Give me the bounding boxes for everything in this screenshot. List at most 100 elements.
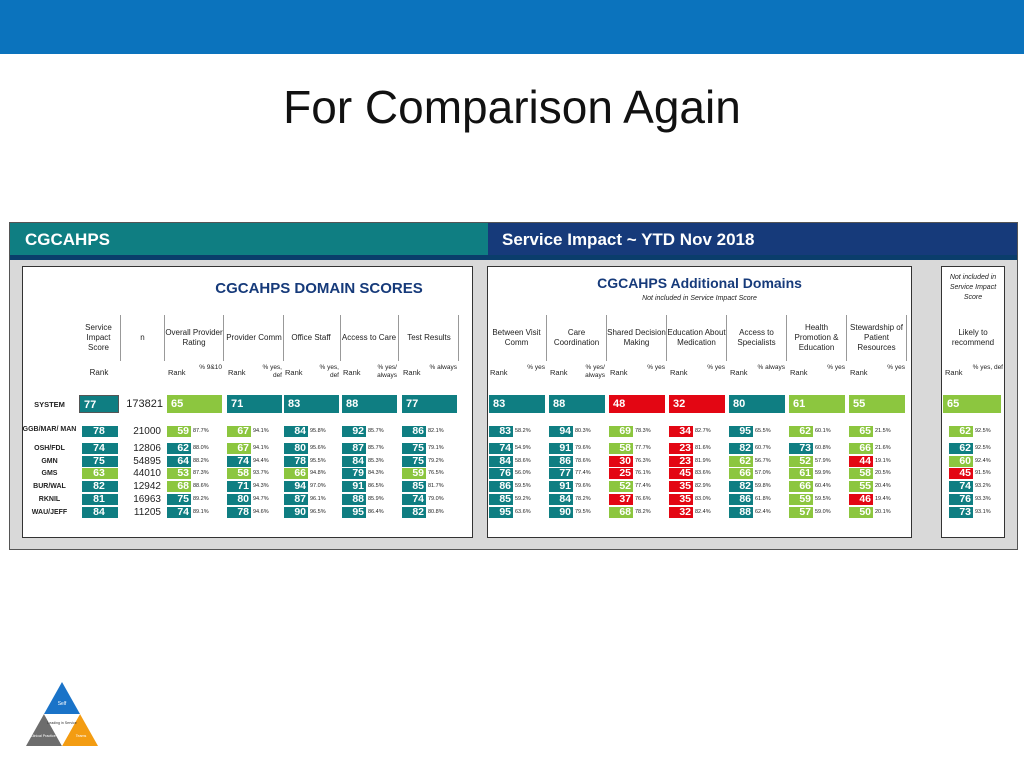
- additional-domains-title: CGCAHPS Additional Domains: [597, 275, 802, 291]
- domain-pct: 96.5%: [310, 508, 326, 515]
- row-n: 44010: [133, 468, 161, 480]
- col-header-additional: Education About Medication: [667, 315, 727, 361]
- additional-rank: 37: [609, 494, 633, 505]
- additional-rank: 44: [849, 455, 873, 467]
- row-n: 16963: [133, 494, 161, 505]
- additional-pct: 79.6%: [575, 444, 591, 451]
- additional-pct: 79.5%: [575, 508, 591, 515]
- logo-teams-text: Teams: [76, 734, 87, 738]
- additional-pct: 56.0%: [515, 470, 531, 477]
- additional-rank: 50: [849, 506, 873, 518]
- domain-pct: 94.8%: [310, 470, 326, 477]
- domain-pct: 76.5%: [428, 470, 444, 477]
- row-n: 12942: [133, 481, 161, 493]
- col-subheader-pct: % yes: [647, 364, 665, 371]
- col-subheader-pct: % yes, def: [972, 364, 1003, 371]
- system-domain-rank: 77: [402, 395, 457, 413]
- system-domain-rank: 71: [227, 395, 282, 413]
- domain-pct: 88.2%: [193, 457, 209, 464]
- additional-pct: 20.1%: [875, 508, 891, 515]
- row-label: GMN: [41, 457, 58, 465]
- system-n: 173821: [126, 398, 163, 410]
- domain-rank: 80: [284, 442, 308, 454]
- domain-rank: 53: [167, 468, 191, 480]
- domain-pct: 79.2%: [428, 457, 444, 464]
- system-domain-rank: 65: [167, 395, 222, 413]
- domain-rank: 59: [167, 426, 191, 437]
- domain-pct: 85.7%: [368, 444, 384, 451]
- header-band: [10, 255, 1017, 260]
- row-label-system: SYSTEM: [34, 400, 65, 409]
- additional-rank: 94: [549, 426, 573, 437]
- domain-rank: 75: [167, 494, 191, 505]
- domain-pct: 79.0%: [428, 496, 444, 502]
- additional-rank: 83: [489, 426, 513, 437]
- col-header-n: n: [121, 315, 165, 361]
- additional-pct: 59.5%: [515, 483, 531, 490]
- likely-rank: 74: [949, 481, 973, 493]
- col-header-additional: Between Visit Comm: [487, 315, 547, 361]
- slide-title: For Comparison Again: [283, 81, 741, 133]
- row-sis: 75: [82, 455, 118, 467]
- domain-pct: 95.8%: [310, 428, 326, 434]
- additional-rank: 61: [789, 468, 813, 480]
- likely-pct: 93.1%: [975, 508, 991, 515]
- additional-rank: 68: [609, 506, 633, 518]
- col-subheader-rank: Rank: [550, 368, 568, 377]
- additional-rank: 62: [789, 426, 813, 437]
- additional-pct: 83.0%: [695, 496, 711, 502]
- domain-rank: 84: [284, 426, 308, 437]
- domain-pct: 87.7%: [193, 428, 209, 434]
- cgcahps-header: CGCAHPS: [10, 223, 488, 255]
- additional-pct: 83.6%: [695, 470, 711, 477]
- row-sis: 84: [82, 506, 118, 518]
- domain-pct: 94.4%: [253, 457, 269, 464]
- col-header-domain: Access to Care: [340, 315, 399, 361]
- additional-pct: 60.1%: [815, 428, 831, 434]
- additional-pct: 20.4%: [875, 483, 891, 490]
- additional-rank: 45: [669, 468, 693, 480]
- domain-pct: 94.7%: [253, 496, 269, 502]
- domain-rank: 88: [342, 494, 366, 505]
- system-additional-rank: 55: [849, 395, 905, 413]
- likely-pct: 91.5%: [975, 470, 991, 477]
- scorecard-panel: CGCAHPS Service Impact ~ YTD Nov 2018 CG…: [9, 222, 1018, 550]
- row-sis: 78: [82, 426, 118, 437]
- domain-rank: 58: [227, 468, 251, 480]
- additional-rank: 35: [669, 494, 693, 505]
- col-header-domain: Overall Provider Rating: [165, 315, 224, 361]
- additional-pct: 60.4%: [815, 483, 831, 490]
- additional-pct: 57.0%: [755, 470, 771, 477]
- domain-pct: 84.3%: [368, 470, 384, 477]
- domain-pct: 86.4%: [368, 508, 384, 515]
- additional-pct: 78.3%: [635, 428, 651, 434]
- additional-pct: 63.6%: [515, 508, 531, 515]
- system-domain-rank: 88: [342, 395, 397, 413]
- domain-pct: 79.1%: [428, 444, 444, 451]
- col-subheader-rank: Rank: [403, 368, 421, 377]
- domain-pct: 87.3%: [193, 470, 209, 477]
- domain-rank: 84: [342, 455, 366, 467]
- system-additional-rank: 48: [609, 395, 665, 413]
- additional-rank: 52: [789, 455, 813, 467]
- row-sis: 82: [82, 481, 118, 493]
- domain-pct: 82.1%: [428, 428, 444, 434]
- domain-pct: 93.7%: [253, 470, 269, 477]
- col-subheader-pct: % always: [429, 364, 457, 371]
- domain-rank: 71: [227, 481, 251, 493]
- logo-clinical-triangle: [26, 714, 62, 746]
- domain-pct: 94.3%: [253, 483, 269, 490]
- domain-pct: 85.9%: [368, 496, 384, 502]
- additional-rank: 35: [669, 481, 693, 493]
- col-header-likely: Likely to recommend: [951, 328, 995, 347]
- domain-rank: 67: [227, 442, 251, 454]
- additional-pct: 59.5%: [815, 496, 831, 502]
- domain-rank: 92: [342, 426, 366, 437]
- likely-pct: 93.2%: [975, 483, 991, 490]
- col-subheader-pct: % yes: [827, 364, 845, 371]
- additional-pct: 78.6%: [575, 457, 591, 464]
- domain-rank: 91: [342, 481, 366, 493]
- service-impact-header: Service Impact ~ YTD Nov 2018: [488, 223, 1017, 255]
- row-label: WAU/JEFF: [31, 508, 68, 516]
- col-subheader-rank: Rank: [168, 368, 186, 377]
